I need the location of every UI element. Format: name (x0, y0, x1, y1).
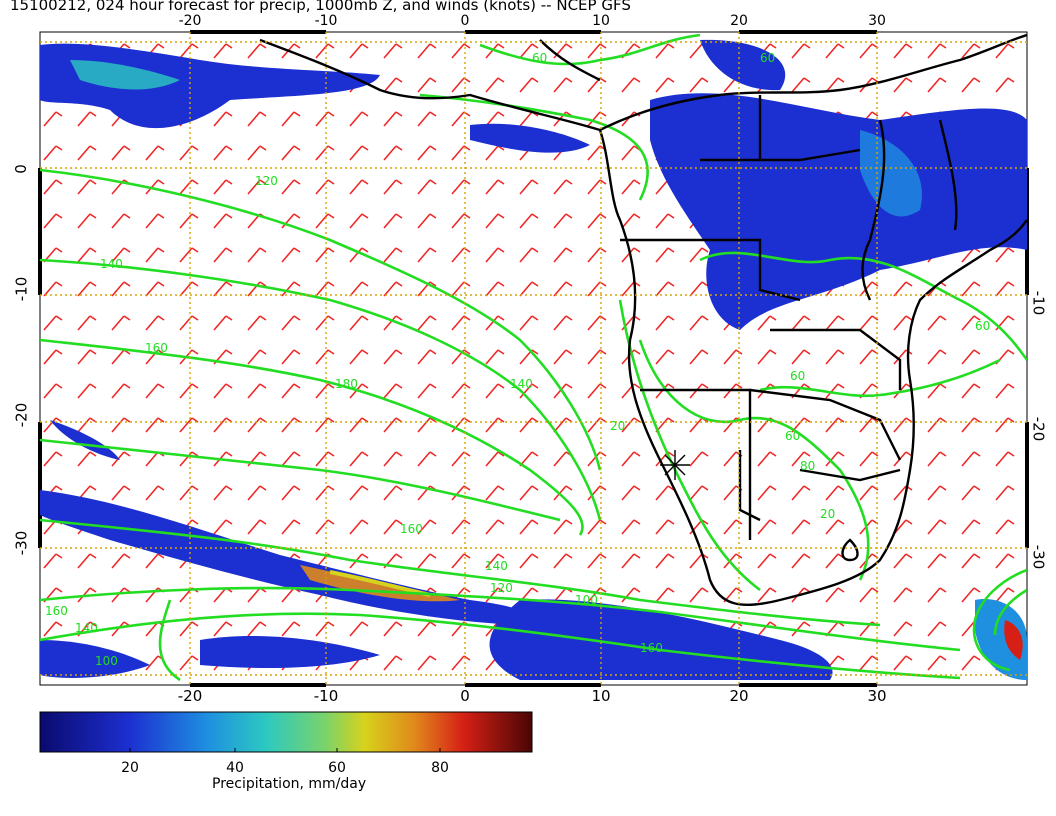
colorbar-tick-label: 20 (121, 760, 139, 776)
contour-label: 140 (100, 257, 123, 271)
contour-label: 160 (400, 522, 423, 536)
contour-label: 120 (490, 581, 513, 595)
precip-patches (40, 39, 1027, 680)
bottom-lon-tick: 20 (729, 687, 749, 705)
top-lon-tick: -20 (178, 13, 202, 29)
contour-label: 160 (145, 341, 168, 355)
contour-label: 60 (975, 319, 990, 333)
contour-label: 140 (75, 621, 98, 635)
map-title: 15100212, 024 hour forecast for precip, … (10, 0, 631, 14)
contour-label: 60 (532, 51, 547, 65)
contour-label: 120 (255, 174, 278, 188)
contour-lines (40, 33, 1027, 682)
colorbar (39, 711, 533, 753)
lat-lon-grid (40, 32, 1027, 685)
bottom-lon-tick: 30 (867, 687, 887, 705)
contour-label: 140 (485, 559, 508, 573)
location-marker (660, 450, 690, 480)
top-lon-tick: 10 (592, 13, 610, 29)
contour-label: 60 (790, 369, 805, 383)
contour-label: 140 (510, 377, 533, 391)
colorbar-tick-label: 40 (226, 760, 244, 776)
contour-label: 160 (640, 641, 663, 655)
bottom-lon-tick: -20 (177, 687, 203, 705)
top-lon-tick: 20 (730, 13, 748, 29)
contour-label: 20 (820, 507, 835, 521)
colorbar-tick-label: 60 (328, 760, 346, 776)
colorbar-ticks (129, 748, 441, 752)
colorbar-title: Precipitation, mm/day (212, 776, 367, 792)
coastlines (259, 33, 1027, 607)
contour-label: 60 (760, 51, 775, 65)
contour-labels: 60 120 140 160 180 140 160 140 120 100 1… (45, 51, 990, 668)
bottom-lon-tick: 0 (460, 687, 470, 705)
contour-label: 100 (575, 593, 598, 607)
contour-label: 80 (800, 459, 815, 473)
colorbar-tick-label: 80 (431, 760, 449, 776)
contour-label: 60 (785, 429, 800, 443)
bottom-lon-tick: -10 (313, 687, 339, 705)
contour-label: 100 (95, 654, 118, 668)
contour-label: 20 (610, 419, 625, 433)
contour-label: 180 (335, 377, 358, 391)
top-lon-tick: 0 (460, 13, 470, 29)
top-lon-tick: -10 (314, 13, 338, 29)
top-lon-tick: 30 (868, 13, 886, 29)
bottom-lon-tick: 10 (591, 687, 611, 705)
contour-label: 160 (45, 604, 68, 618)
